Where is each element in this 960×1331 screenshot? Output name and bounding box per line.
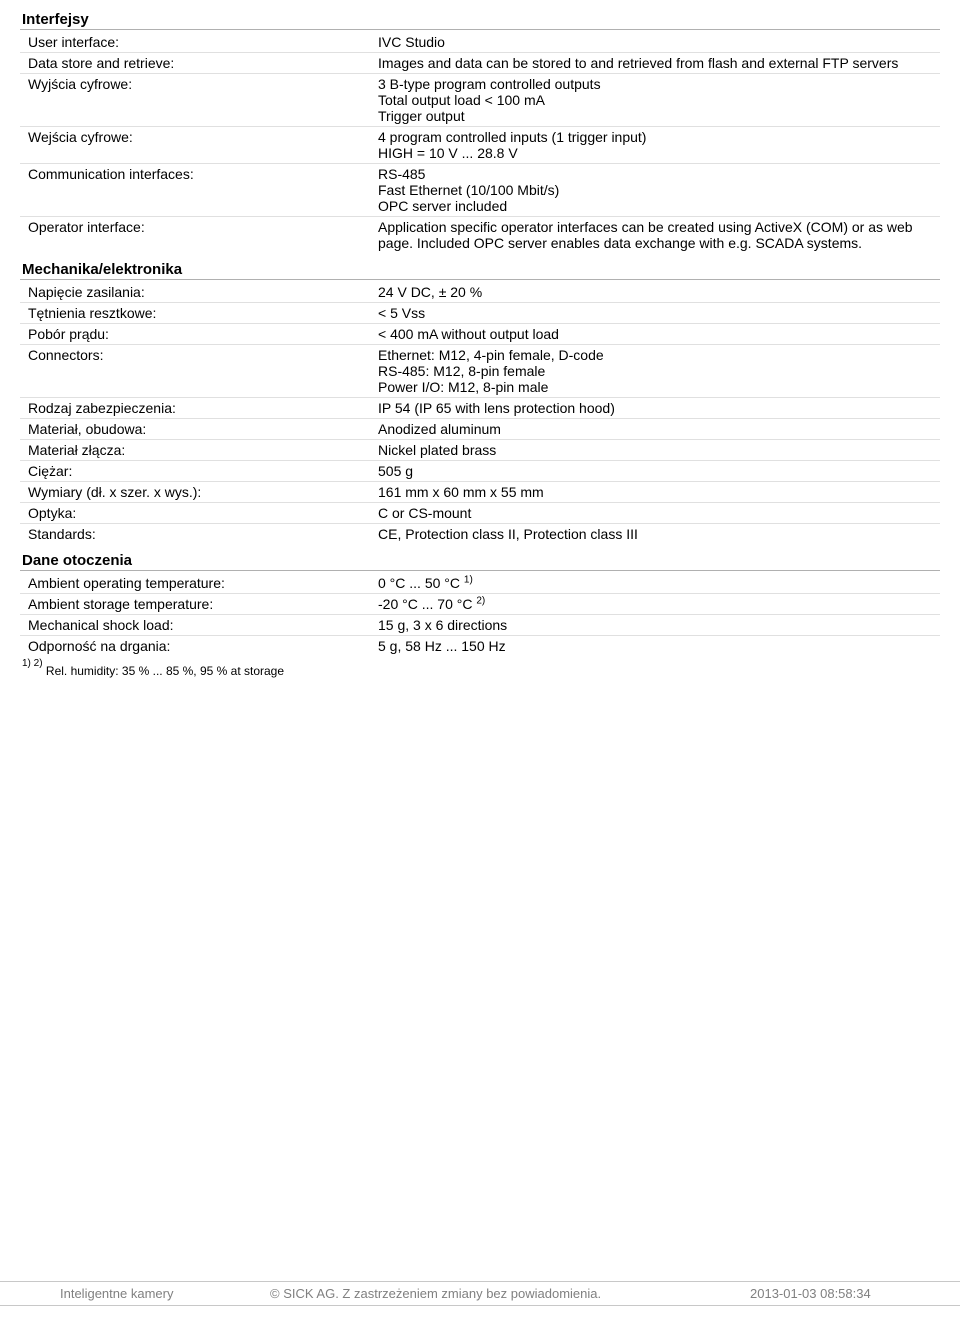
footnote-ref: 2) — [476, 595, 485, 606]
spec-label: Optyka: — [28, 505, 378, 521]
spec-label: Standards: — [28, 526, 378, 542]
footer-right: 2013-01-03 08:58:34 — [750, 1286, 930, 1301]
spec-value: 4 program controlled inputs (1 trigger i… — [378, 129, 940, 161]
footnote-text: Rel. humidity: 35 % ... 85 %, 95 % at st… — [46, 664, 284, 678]
spec-row: Materiał, obudowa: Anodized aluminum — [20, 419, 940, 440]
spec-value: Application specific operator interfaces… — [378, 219, 940, 251]
section-interfejsy: Interfejsy User interface: IVC Studio Da… — [20, 11, 940, 253]
spec-value: Nickel plated brass — [378, 442, 940, 458]
spec-label: Wejścia cyfrowe: — [28, 129, 378, 145]
spec-value: 15 g, 3 x 6 directions — [378, 617, 940, 633]
spec-value: 0 °C ... 50 °C 1) — [378, 575, 940, 591]
spec-row: Materiał złącza: Nickel plated brass — [20, 440, 940, 461]
spec-row: Odporność na drgania: 5 g, 58 Hz ... 150… — [20, 636, 940, 656]
footnote: 1) 2) Rel. humidity: 35 % ... 85 %, 95 %… — [20, 664, 940, 678]
footnote-ref: 1) — [464, 574, 473, 585]
spec-row: Ambient operating temperature: 0 °C ... … — [20, 573, 940, 594]
spec-row: Operator interface: Application specific… — [20, 217, 940, 253]
spec-label: Rodzaj zabezpieczenia: — [28, 400, 378, 416]
section-mechanika: Mechanika/elektronika Napięcie zasilania… — [20, 261, 940, 544]
spec-label: Mechanical shock load: — [28, 617, 378, 633]
spec-value: 3 B-type program controlled outputs Tota… — [378, 76, 940, 124]
page-footer: Inteligentne kamery © SICK AG. Z zastrze… — [0, 1281, 960, 1306]
spec-row: Optyka: C or CS-mount — [20, 503, 940, 524]
spec-row: Wymiary (dł. x szer. x wys.): 161 mm x 6… — [20, 482, 940, 503]
spec-label: Wyjścia cyfrowe: — [28, 76, 378, 92]
spec-row: Wejścia cyfrowe: 4 program controlled in… — [20, 127, 940, 164]
section-title-dane: Dane otoczenia — [20, 552, 940, 571]
footnote-markers: 1) 2) — [22, 658, 43, 669]
spec-value: Anodized aluminum — [378, 421, 940, 437]
spec-value: -20 °C ... 70 °C 2) — [378, 596, 940, 612]
spec-label: Ambient storage temperature: — [28, 596, 378, 612]
section-title-mechanika: Mechanika/elektronika — [20, 261, 940, 280]
spec-value-text: -20 °C ... 70 °C — [378, 596, 472, 612]
spec-label: Ciężar: — [28, 463, 378, 479]
spec-row: Rodzaj zabezpieczenia: IP 54 (IP 65 with… — [20, 398, 940, 419]
spec-value: C or CS-mount — [378, 505, 940, 521]
spec-value: IP 54 (IP 65 with lens protection hood) — [378, 400, 940, 416]
spec-label: Materiał złącza: — [28, 442, 378, 458]
spec-value: < 5 Vss — [378, 305, 940, 321]
spec-row: Wyjścia cyfrowe: 3 B-type program contro… — [20, 74, 940, 127]
spec-label: Wymiary (dł. x szer. x wys.): — [28, 484, 378, 500]
footer-center: © SICK AG. Z zastrzeżeniem zmiany bez po… — [270, 1286, 750, 1301]
section-dane: Dane otoczenia Ambient operating tempera… — [20, 552, 940, 656]
spec-value: Ethernet: M12, 4-pin female, D-code RS-4… — [378, 347, 940, 395]
spec-row: Ciężar: 505 g — [20, 461, 940, 482]
footer-left: Inteligentne kamery — [60, 1286, 270, 1301]
spec-row: Tętnienia resztkowe: < 5 Vss — [20, 303, 940, 324]
spec-value: IVC Studio — [378, 34, 940, 50]
spec-row: Mechanical shock load: 15 g, 3 x 6 direc… — [20, 615, 940, 636]
spec-label: Ambient operating temperature: — [28, 575, 378, 591]
spec-label: Pobór prądu: — [28, 326, 378, 342]
spec-value: 24 V DC, ± 20 % — [378, 284, 940, 300]
spec-row: Ambient storage temperature: -20 °C ... … — [20, 594, 940, 615]
spec-value: 161 mm x 60 mm x 55 mm — [378, 484, 940, 500]
spec-row: Napięcie zasilania: 24 V DC, ± 20 % — [20, 282, 940, 303]
spec-row: Communication interfaces: RS-485 Fast Et… — [20, 164, 940, 217]
spec-label: Operator interface: — [28, 219, 378, 235]
spec-row: User interface: IVC Studio — [20, 32, 940, 53]
spec-label: User interface: — [28, 34, 378, 50]
spec-value: 5 g, 58 Hz ... 150 Hz — [378, 638, 940, 654]
spec-row: Data store and retrieve: Images and data… — [20, 53, 940, 74]
spec-value: CE, Protection class II, Protection clas… — [378, 526, 940, 542]
spec-label: Napięcie zasilania: — [28, 284, 378, 300]
section-title-interfejsy: Interfejsy — [20, 11, 940, 30]
spec-value-text: 0 °C ... 50 °C — [378, 575, 460, 591]
spec-label: Data store and retrieve: — [28, 55, 378, 71]
spec-row: Pobór prądu: < 400 mA without output loa… — [20, 324, 940, 345]
spec-value: RS-485 Fast Ethernet (10/100 Mbit/s) OPC… — [378, 166, 940, 214]
spec-row: Connectors: Ethernet: M12, 4-pin female,… — [20, 345, 940, 398]
spec-row: Standards: CE, Protection class II, Prot… — [20, 524, 940, 544]
spec-label: Tętnienia resztkowe: — [28, 305, 378, 321]
spec-label: Odporność na drgania: — [28, 638, 378, 654]
spec-label: Connectors: — [28, 347, 378, 363]
spec-value: 505 g — [378, 463, 940, 479]
page: Interfejsy User interface: IVC Studio Da… — [0, 0, 960, 1331]
spec-label: Materiał, obudowa: — [28, 421, 378, 437]
spec-value: Images and data can be stored to and ret… — [378, 55, 940, 71]
spec-label: Communication interfaces: — [28, 166, 378, 182]
spec-value: < 400 mA without output load — [378, 326, 940, 342]
